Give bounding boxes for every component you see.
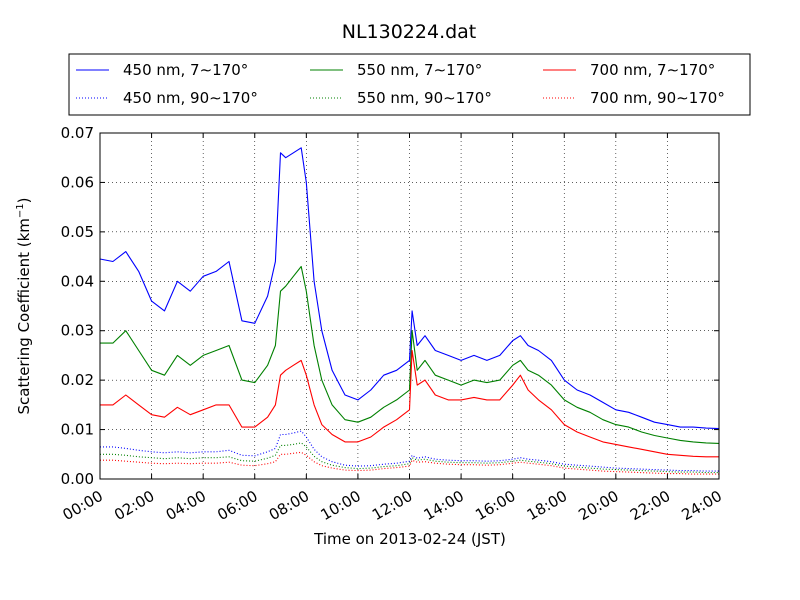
legend-label-6: 700 nm, 90∼170° <box>590 89 725 107</box>
legend-box <box>68 53 751 116</box>
y-tick-label: 0.00 <box>61 470 94 488</box>
y-axis: 0.00 0.01 0.02 0.03 0.04 0.05 0.06 0.07 <box>61 124 719 488</box>
y-axis-label-superscript: −1 <box>15 203 26 218</box>
y-axis-label-close: ) <box>15 197 33 203</box>
y-axis-label-text: Scattering Coefficient (km <box>15 218 33 414</box>
y-axis-label: Scattering Coefficient (km−1) <box>15 197 33 414</box>
legend-label-5: 550 nm, 90∼170° <box>357 89 492 107</box>
y-tick-label: 0.03 <box>61 322 94 340</box>
y-tick-label: 0.02 <box>61 371 94 389</box>
legend-label-3: 700 nm, 7∼170° <box>590 61 715 79</box>
plot-area <box>99 147 720 475</box>
y-tick-label: 0.07 <box>61 124 94 142</box>
y-tick-label: 0.06 <box>61 173 94 191</box>
series-line-4 <box>100 430 719 472</box>
y-tick-label: 0.05 <box>61 223 94 241</box>
legend: 450 nm, 7∼170° 550 nm, 7∼170° 700 nm, 7∼17… <box>68 53 751 116</box>
series-line-1 <box>99 147 720 430</box>
y-tick-label: 0.01 <box>61 421 94 439</box>
series-line-6 <box>100 451 719 475</box>
legend-label-1: 450 nm, 7∼170° <box>123 61 248 79</box>
series-line-5 <box>100 442 719 474</box>
legend-label-2: 550 nm, 7∼170° <box>357 61 482 79</box>
x-axis-label: Time on 2013-02-24 (JST) <box>313 530 506 548</box>
grid <box>100 133 719 479</box>
series-line-3 <box>100 349 719 458</box>
series-line-2 <box>100 265 720 444</box>
chart-title: NL130224.dat <box>342 21 477 43</box>
y-tick-label: 0.04 <box>61 272 94 290</box>
legend-label-4: 450 nm, 90∼170° <box>123 89 258 107</box>
